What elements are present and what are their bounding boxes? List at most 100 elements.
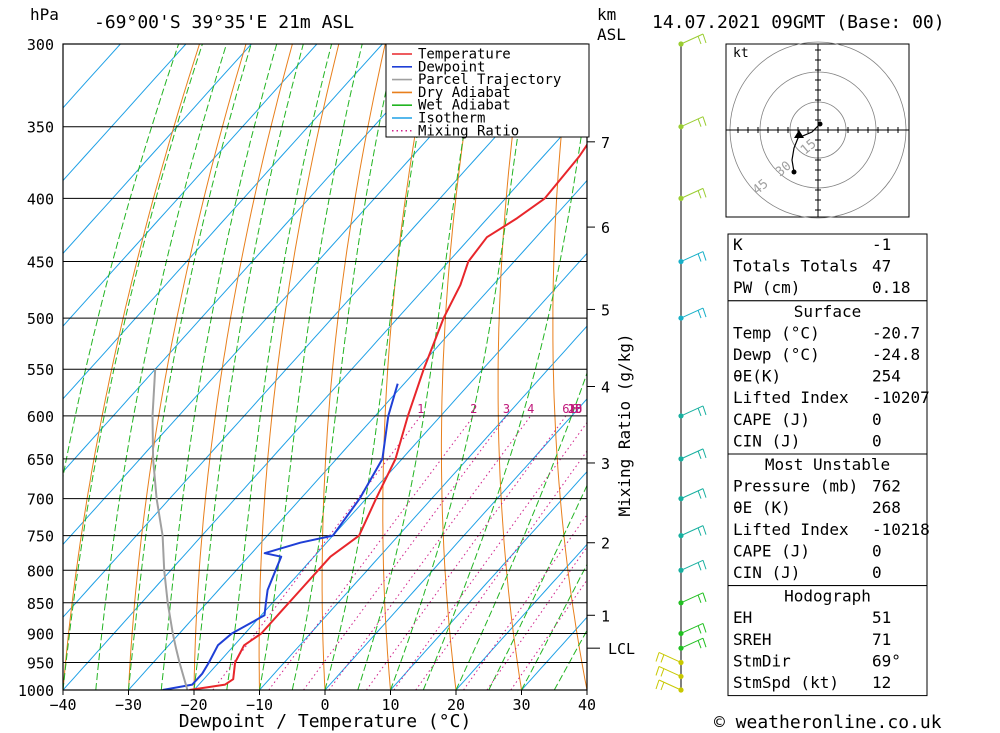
wind-barb-flag	[702, 623, 707, 633]
index-label: Totals Totals	[733, 257, 858, 276]
hodograph-start-dot	[817, 121, 823, 127]
index-value: -1	[872, 235, 891, 254]
pressure-tick-label: 800	[27, 562, 54, 580]
wind-barb-flag	[697, 190, 702, 199]
wind-barb-staff	[680, 559, 704, 571]
legend-isotherm-label: Isotherm	[418, 111, 485, 127]
wind-barb-flag	[697, 309, 702, 319]
wind-barb-flag	[697, 253, 702, 262]
legend-wet-adiabat-label: Wet Adiabat	[418, 98, 511, 114]
pressure-tick-label: 700	[27, 491, 54, 509]
index-value: 762	[872, 477, 901, 496]
temperature-tick-label: −40	[49, 696, 76, 714]
wind-barb-staff	[680, 116, 704, 128]
temperature-tick-label: −10	[246, 696, 273, 714]
indices-box	[727, 453, 928, 587]
mixing-ratio-line	[486, 546, 587, 690]
dry-adiabat-line	[942, 44, 1000, 690]
wind-barb-flag	[702, 188, 707, 198]
index-label: θE (K)	[733, 498, 791, 517]
wind-barb-flag	[655, 652, 660, 662]
km-tick-label: 2	[601, 535, 610, 553]
index-label: θE(K)	[733, 367, 781, 386]
wet-adiabat-line	[63, 44, 203, 690]
legend-dry-adiabat-label: Dry Adiabat	[418, 85, 511, 101]
wind-barb-staff	[680, 623, 704, 634]
wind-barb-flag	[697, 118, 702, 127]
x-axis-title: Dewpoint / Temperature (°C)	[179, 711, 472, 732]
wind-barb-flag	[702, 307, 707, 318]
wind-barb-staff	[658, 679, 682, 691]
temperature-tick-label: 0	[320, 696, 329, 714]
pressure-tick-label: 1000	[18, 682, 54, 700]
storm-motion-marker	[794, 130, 804, 138]
pressure-tick-label: 350	[27, 119, 54, 137]
wind-barb-staff	[680, 592, 704, 604]
mixing-ratio-label: 6	[562, 402, 569, 416]
index-value: 69°	[872, 651, 901, 670]
pressure-tick-label: 400	[27, 190, 54, 208]
pressure-tick-label: 900	[27, 625, 54, 643]
dry-adiabat-line	[440, 44, 479, 690]
dry-adiabat-line	[989, 44, 1000, 690]
wind-barb-staff	[680, 525, 704, 537]
temperature-tick-label: 30	[512, 696, 530, 714]
wind-barb-flag	[697, 527, 702, 536]
legend-temperature-label: Temperature	[418, 47, 511, 63]
km-tick-label: 1	[601, 607, 610, 625]
index-value: 0.18	[872, 278, 911, 297]
index-value: 12	[872, 673, 891, 692]
temperature-tick-label: 20	[447, 696, 465, 714]
index-value: -10207	[872, 388, 930, 407]
footer-credit: © weatheronline.co.uk	[714, 712, 942, 733]
wind-barb-flag	[655, 679, 660, 690]
wind-barb-flag	[702, 592, 707, 602]
index-label: PW (cm)	[733, 278, 800, 297]
wind-barb-flag	[697, 594, 702, 603]
legend-mixing-ratio-label: Mixing Ratio	[418, 123, 519, 139]
pressure-tick-label: 500	[27, 310, 54, 328]
km-tick-label: 5	[601, 301, 610, 319]
hodograph-trace	[791, 123, 821, 173]
km-tick-label: 7	[601, 134, 610, 152]
wind-barb-flag	[702, 560, 707, 570]
pressure-tick-label: 550	[27, 361, 54, 379]
isotherm-line	[63, 44, 252, 255]
index-label: Lifted Index	[733, 388, 849, 407]
index-label: Pressure (mb)	[733, 477, 858, 496]
chart-datetime: 14.07.2021 09GMT (Base: 00)	[652, 12, 945, 33]
wind-barb-staff	[680, 448, 704, 460]
pressure-tick-labels: 300 350 400 450 500 550 600 650 700 750 800 850 900 9…	[18, 36, 54, 700]
wind-barb-flag	[697, 490, 702, 499]
pressure-tick-label: 300	[27, 36, 54, 54]
wind-barb-staff	[680, 405, 704, 417]
indices-box-title: Surface	[794, 302, 861, 321]
index-value: -10218	[872, 520, 930, 539]
pressure-tick-label: 950	[27, 654, 54, 672]
hpa-axis-title: hPa	[30, 5, 59, 24]
dewpoint-profile	[162, 383, 399, 690]
mixing-ratio-label: 16	[568, 402, 582, 416]
wind-barb-dot	[678, 533, 684, 539]
index-label: StmDir	[733, 651, 791, 670]
index-label: CAPE (J)	[733, 541, 810, 560]
temperature-tick-label: 10	[381, 696, 399, 714]
dry-adiabat-line	[497, 44, 525, 690]
temperature-tick-label: −30	[115, 696, 142, 714]
height-km-ticks: 1 2 3 4 5 6 7 LCL	[587, 134, 635, 658]
isotherm-line	[63, 44, 383, 400]
wind-barb-staff	[680, 488, 704, 500]
indices-box	[727, 585, 928, 697]
wind-barb-staff	[658, 652, 682, 663]
wet-adiabat-line	[521, 563, 587, 690]
indices-box	[727, 300, 928, 455]
index-label: CAPE (J)	[733, 410, 810, 429]
dry-adiabat-line	[128, 44, 247, 690]
dry-adiabat-line	[63, 44, 200, 690]
dry-adiabat-line	[552, 44, 587, 690]
index-value: 71	[872, 630, 891, 649]
mixing-ratio-line	[328, 415, 532, 690]
